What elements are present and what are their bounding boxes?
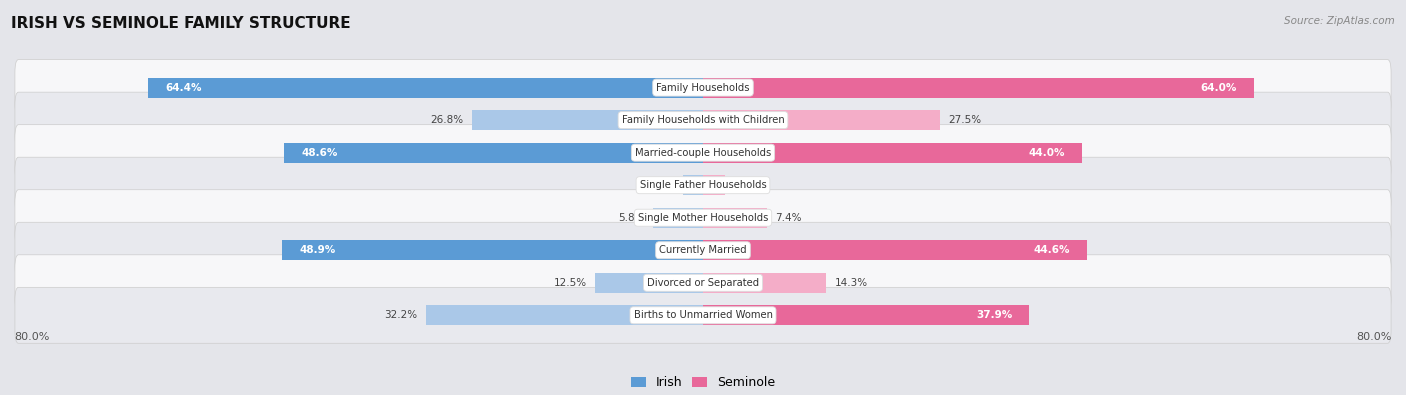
Bar [703,240,1087,260]
Bar [703,175,725,195]
Text: Divorced or Separated: Divorced or Separated [647,278,759,288]
Text: Births to Unmarried Women: Births to Unmarried Women [634,310,772,320]
Text: 80.0%: 80.0% [1357,333,1392,342]
FancyBboxPatch shape [15,92,1391,148]
Bar [703,110,939,130]
Text: 2.6%: 2.6% [734,180,761,190]
Bar [703,208,766,228]
Text: 44.0%: 44.0% [1028,148,1064,158]
Text: Family Households: Family Households [657,83,749,92]
Text: Single Mother Households: Single Mother Households [638,213,768,223]
Text: Currently Married: Currently Married [659,245,747,255]
Bar [703,273,827,293]
Bar [703,77,1254,98]
FancyBboxPatch shape [15,222,1391,278]
FancyBboxPatch shape [15,125,1391,181]
Bar [284,143,703,163]
Text: 37.9%: 37.9% [976,310,1012,320]
Text: Source: ZipAtlas.com: Source: ZipAtlas.com [1284,16,1395,26]
FancyBboxPatch shape [15,60,1391,116]
FancyBboxPatch shape [15,255,1391,311]
Text: 64.4%: 64.4% [166,83,202,92]
Text: 64.0%: 64.0% [1201,83,1237,92]
Text: 27.5%: 27.5% [949,115,981,125]
Text: 26.8%: 26.8% [430,115,464,125]
Bar [703,143,1083,163]
Text: 32.2%: 32.2% [384,310,418,320]
Text: Married-couple Households: Married-couple Households [636,148,770,158]
Bar [149,77,703,98]
FancyBboxPatch shape [15,157,1391,213]
Text: 12.5%: 12.5% [554,278,586,288]
Text: 14.3%: 14.3% [835,278,868,288]
Bar [652,208,703,228]
Text: 5.8%: 5.8% [619,213,644,223]
Bar [683,175,703,195]
Bar [703,305,1029,325]
Text: 7.4%: 7.4% [775,213,801,223]
Bar [426,305,703,325]
Text: 44.6%: 44.6% [1033,245,1070,255]
Text: IRISH VS SEMINOLE FAMILY STRUCTURE: IRISH VS SEMINOLE FAMILY STRUCTURE [11,16,352,31]
Text: 80.0%: 80.0% [14,333,49,342]
Text: 2.3%: 2.3% [648,180,675,190]
FancyBboxPatch shape [15,287,1391,343]
Legend: Irish, Seminole: Irish, Seminole [626,371,780,394]
Bar [281,240,703,260]
Bar [472,110,703,130]
Text: 48.6%: 48.6% [302,148,337,158]
Text: 48.9%: 48.9% [299,245,336,255]
Text: Single Father Households: Single Father Households [640,180,766,190]
Bar [595,273,703,293]
FancyBboxPatch shape [15,190,1391,246]
Text: Family Households with Children: Family Households with Children [621,115,785,125]
